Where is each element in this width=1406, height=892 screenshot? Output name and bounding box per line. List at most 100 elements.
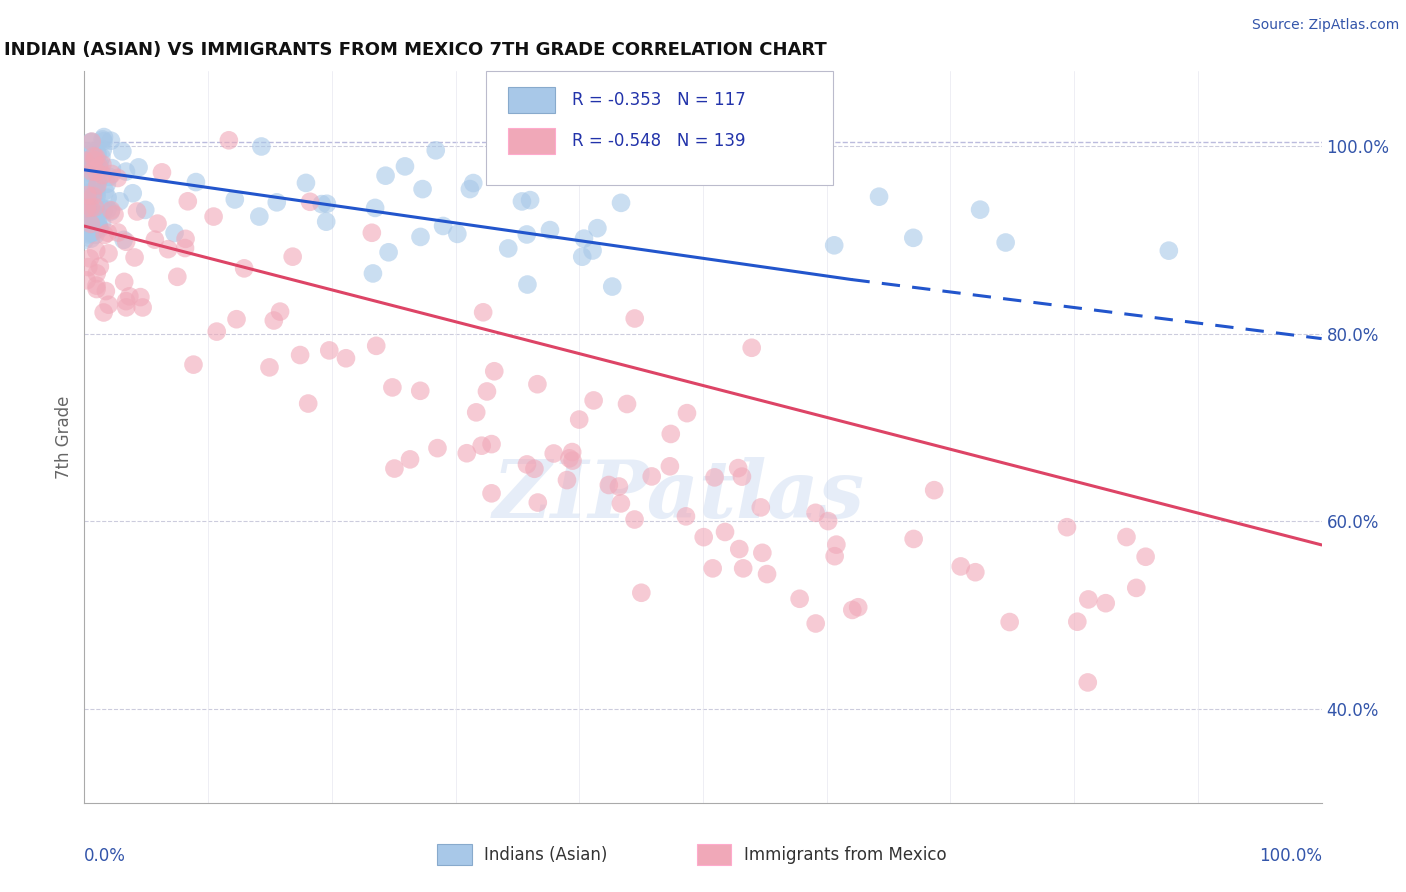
Point — [399, 452, 422, 467]
Point — [288, 348, 311, 362]
Point — [76, 201, 98, 215]
Point — [87, 175, 110, 189]
Point — [523, 462, 546, 476]
Point — [100, 204, 122, 219]
Point — [465, 405, 488, 419]
FancyBboxPatch shape — [437, 845, 471, 865]
Point — [75, 154, 97, 169]
Point — [112, 275, 135, 289]
Point — [82, 167, 104, 181]
Point — [1125, 581, 1147, 595]
Point — [86, 189, 108, 203]
Point — [73, 153, 96, 168]
Point — [295, 176, 318, 190]
Point — [299, 194, 322, 209]
Point — [630, 586, 652, 600]
Point — [224, 193, 246, 207]
Point — [91, 216, 114, 230]
Point — [84, 150, 107, 164]
Point — [412, 182, 434, 196]
Point — [903, 231, 925, 245]
Point — [82, 219, 104, 233]
Point — [949, 559, 972, 574]
Point — [125, 204, 148, 219]
Point — [922, 483, 945, 498]
Point — [83, 153, 105, 167]
Point — [73, 223, 96, 237]
Point — [79, 193, 101, 207]
Point — [315, 215, 337, 229]
Point — [174, 232, 197, 246]
Point — [76, 208, 98, 222]
Point — [87, 160, 110, 174]
Point — [426, 441, 449, 455]
Point — [89, 221, 111, 235]
Point — [789, 591, 811, 606]
Point — [526, 495, 548, 509]
Point — [481, 486, 503, 500]
Point — [73, 233, 96, 247]
Point — [703, 470, 725, 484]
Point — [89, 260, 111, 274]
Text: Source: ZipAtlas.com: Source: ZipAtlas.com — [1251, 18, 1399, 32]
Point — [804, 616, 827, 631]
Point — [83, 200, 105, 214]
Point — [91, 143, 114, 157]
Point — [610, 496, 633, 510]
Point — [87, 220, 110, 235]
Point — [749, 500, 772, 515]
Point — [174, 241, 197, 255]
Point — [581, 244, 603, 258]
Point — [374, 169, 396, 183]
Point — [76, 191, 98, 205]
Point — [76, 178, 98, 193]
Point — [82, 209, 104, 223]
Point — [83, 206, 105, 220]
Point — [82, 226, 104, 240]
Point — [965, 565, 987, 579]
Point — [86, 165, 108, 179]
Point — [641, 469, 664, 483]
Point — [84, 221, 107, 235]
Point — [486, 145, 509, 160]
Point — [233, 261, 256, 276]
Point — [825, 538, 848, 552]
Point — [692, 530, 714, 544]
Point — [91, 132, 114, 146]
Point — [73, 153, 96, 168]
Point — [82, 189, 104, 203]
Point — [658, 459, 681, 474]
Point — [93, 134, 115, 148]
Point — [1056, 520, 1078, 534]
Y-axis label: 7th Grade: 7th Grade — [55, 395, 73, 479]
Point — [471, 439, 494, 453]
Point — [86, 178, 108, 193]
Point — [394, 160, 416, 174]
Point — [623, 512, 645, 526]
Point — [205, 325, 228, 339]
Point — [124, 251, 146, 265]
FancyBboxPatch shape — [508, 87, 554, 113]
Point — [727, 461, 749, 475]
Point — [183, 358, 205, 372]
Point — [77, 221, 100, 235]
Point — [733, 561, 755, 575]
Point — [384, 461, 406, 475]
Point — [568, 412, 591, 426]
Point — [94, 284, 117, 298]
Point — [731, 469, 754, 483]
Point — [103, 208, 125, 222]
Point — [361, 267, 384, 281]
Point — [1135, 549, 1157, 564]
Point — [82, 210, 104, 224]
Point — [225, 312, 247, 326]
Point — [571, 250, 593, 264]
Point — [77, 260, 100, 274]
Point — [751, 546, 773, 560]
Point — [76, 188, 98, 202]
Point — [76, 273, 98, 287]
Point — [184, 175, 207, 189]
Point — [97, 298, 120, 312]
Point — [456, 446, 478, 460]
Point — [510, 194, 533, 209]
